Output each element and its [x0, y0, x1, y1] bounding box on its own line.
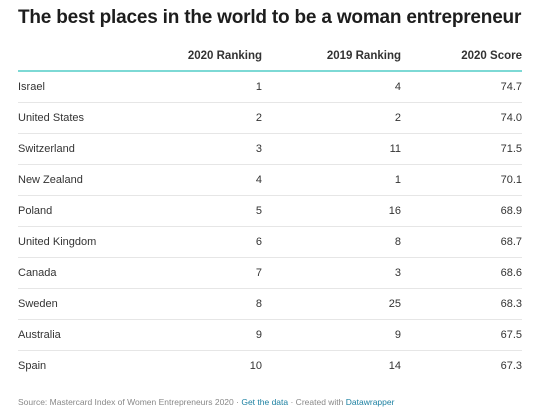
cell-2019-ranking: 4 [262, 71, 401, 103]
cell-country: Switzerland [18, 133, 164, 165]
cell-2020-ranking: 4 [164, 164, 262, 196]
cell-2020-score: 68.9 [401, 195, 522, 227]
table-row: Israel 1 4 74.7 [18, 71, 522, 103]
cell-country: United Kingdom [18, 226, 164, 258]
datawrapper-link[interactable]: Datawrapper [345, 397, 395, 407]
cell-2020-ranking: 7 [164, 257, 262, 289]
cell-2020-ranking: 6 [164, 226, 262, 258]
cell-2020-score: 71.5 [401, 133, 522, 165]
table-row: Poland 5 16 68.9 [18, 195, 522, 227]
cell-2019-ranking: 16 [262, 195, 401, 227]
cell-country: Canada [18, 257, 164, 289]
table-row: Canada 7 3 68.6 [18, 257, 522, 289]
table-row: Australia 9 9 67.5 [18, 319, 522, 351]
cell-2020-score: 70.1 [401, 164, 522, 196]
table-body: Israel 1 4 74.7 United States 2 2 74.0 Switzerla… [18, 71, 522, 381]
cell-2020-score: 74.0 [401, 102, 522, 134]
cell-2019-ranking: 11 [262, 133, 401, 165]
cell-2020-ranking: 2 [164, 102, 262, 134]
cell-2020-ranking: 3 [164, 133, 262, 165]
cell-country: Poland [18, 195, 164, 227]
cell-2020-ranking: 8 [164, 288, 262, 320]
cell-2020-ranking: 5 [164, 195, 262, 227]
cell-2020-score: 67.5 [401, 319, 522, 351]
cell-country: Spain [18, 360, 47, 372]
cell-country: Israel [18, 71, 164, 103]
table-row: Sweden 8 25 68.3 [18, 288, 522, 320]
rankings-table: 2020 Ranking 2019 Ranking 2020 Score Isr… [18, 42, 522, 381]
table-header-row: 2020 Ranking 2019 Ranking 2020 Score [18, 42, 522, 72]
cell-2020-ranking: 9 [164, 319, 262, 351]
cell-2020-score: 67.3 [500, 360, 522, 372]
cell-2019-ranking: 25 [262, 288, 401, 320]
get-data-link[interactable]: Get the data [241, 397, 289, 407]
cell-country: United States [18, 102, 164, 134]
cell-2019-ranking: 8 [262, 226, 401, 258]
column-header-2019-ranking: 2019 Ranking [262, 42, 401, 72]
table-row: Spain 10 14 67.3 [18, 351, 522, 382]
cell-2020-score: 68.6 [401, 257, 522, 289]
cell-2020-score: 74.7 [401, 71, 522, 103]
cell-2020-score: 68.3 [401, 288, 522, 320]
cell-2019-ranking: 1 [262, 164, 401, 196]
cell-2020-ranking: 1 [164, 71, 262, 103]
cell-2019-ranking: 9 [262, 319, 401, 351]
source-text: Source: Mastercard Index of Women Entrep… [18, 397, 242, 407]
table-row: United States 2 2 74.0 [18, 102, 522, 134]
table-row: United Kingdom 6 8 68.7 [18, 226, 522, 258]
table-row: Switzerland 3 11 71.5 [18, 133, 522, 165]
table-row: New Zealand 4 1 70.1 [18, 164, 522, 196]
cell-country: Australia [18, 319, 164, 351]
column-header-2020-score: 2020 Score [401, 42, 522, 72]
cell-2019-ranking: 14 [388, 360, 401, 372]
created-with-text: · Created with [288, 397, 346, 407]
column-header-2020-ranking: 2020 Ranking [164, 42, 262, 72]
cell-country: Sweden [18, 288, 164, 320]
cell-2020-score: 68.7 [401, 226, 522, 258]
column-header-country [18, 42, 164, 72]
page-title: The best places in the world to be a wom… [18, 7, 522, 28]
cell-2019-ranking: 3 [262, 257, 401, 289]
cell-country: New Zealand [18, 164, 164, 196]
cell-2020-ranking: 10 [249, 360, 262, 372]
cell-2019-ranking: 2 [262, 102, 401, 134]
source-line: Source: Mastercard Index of Women Entrep… [18, 397, 394, 407]
